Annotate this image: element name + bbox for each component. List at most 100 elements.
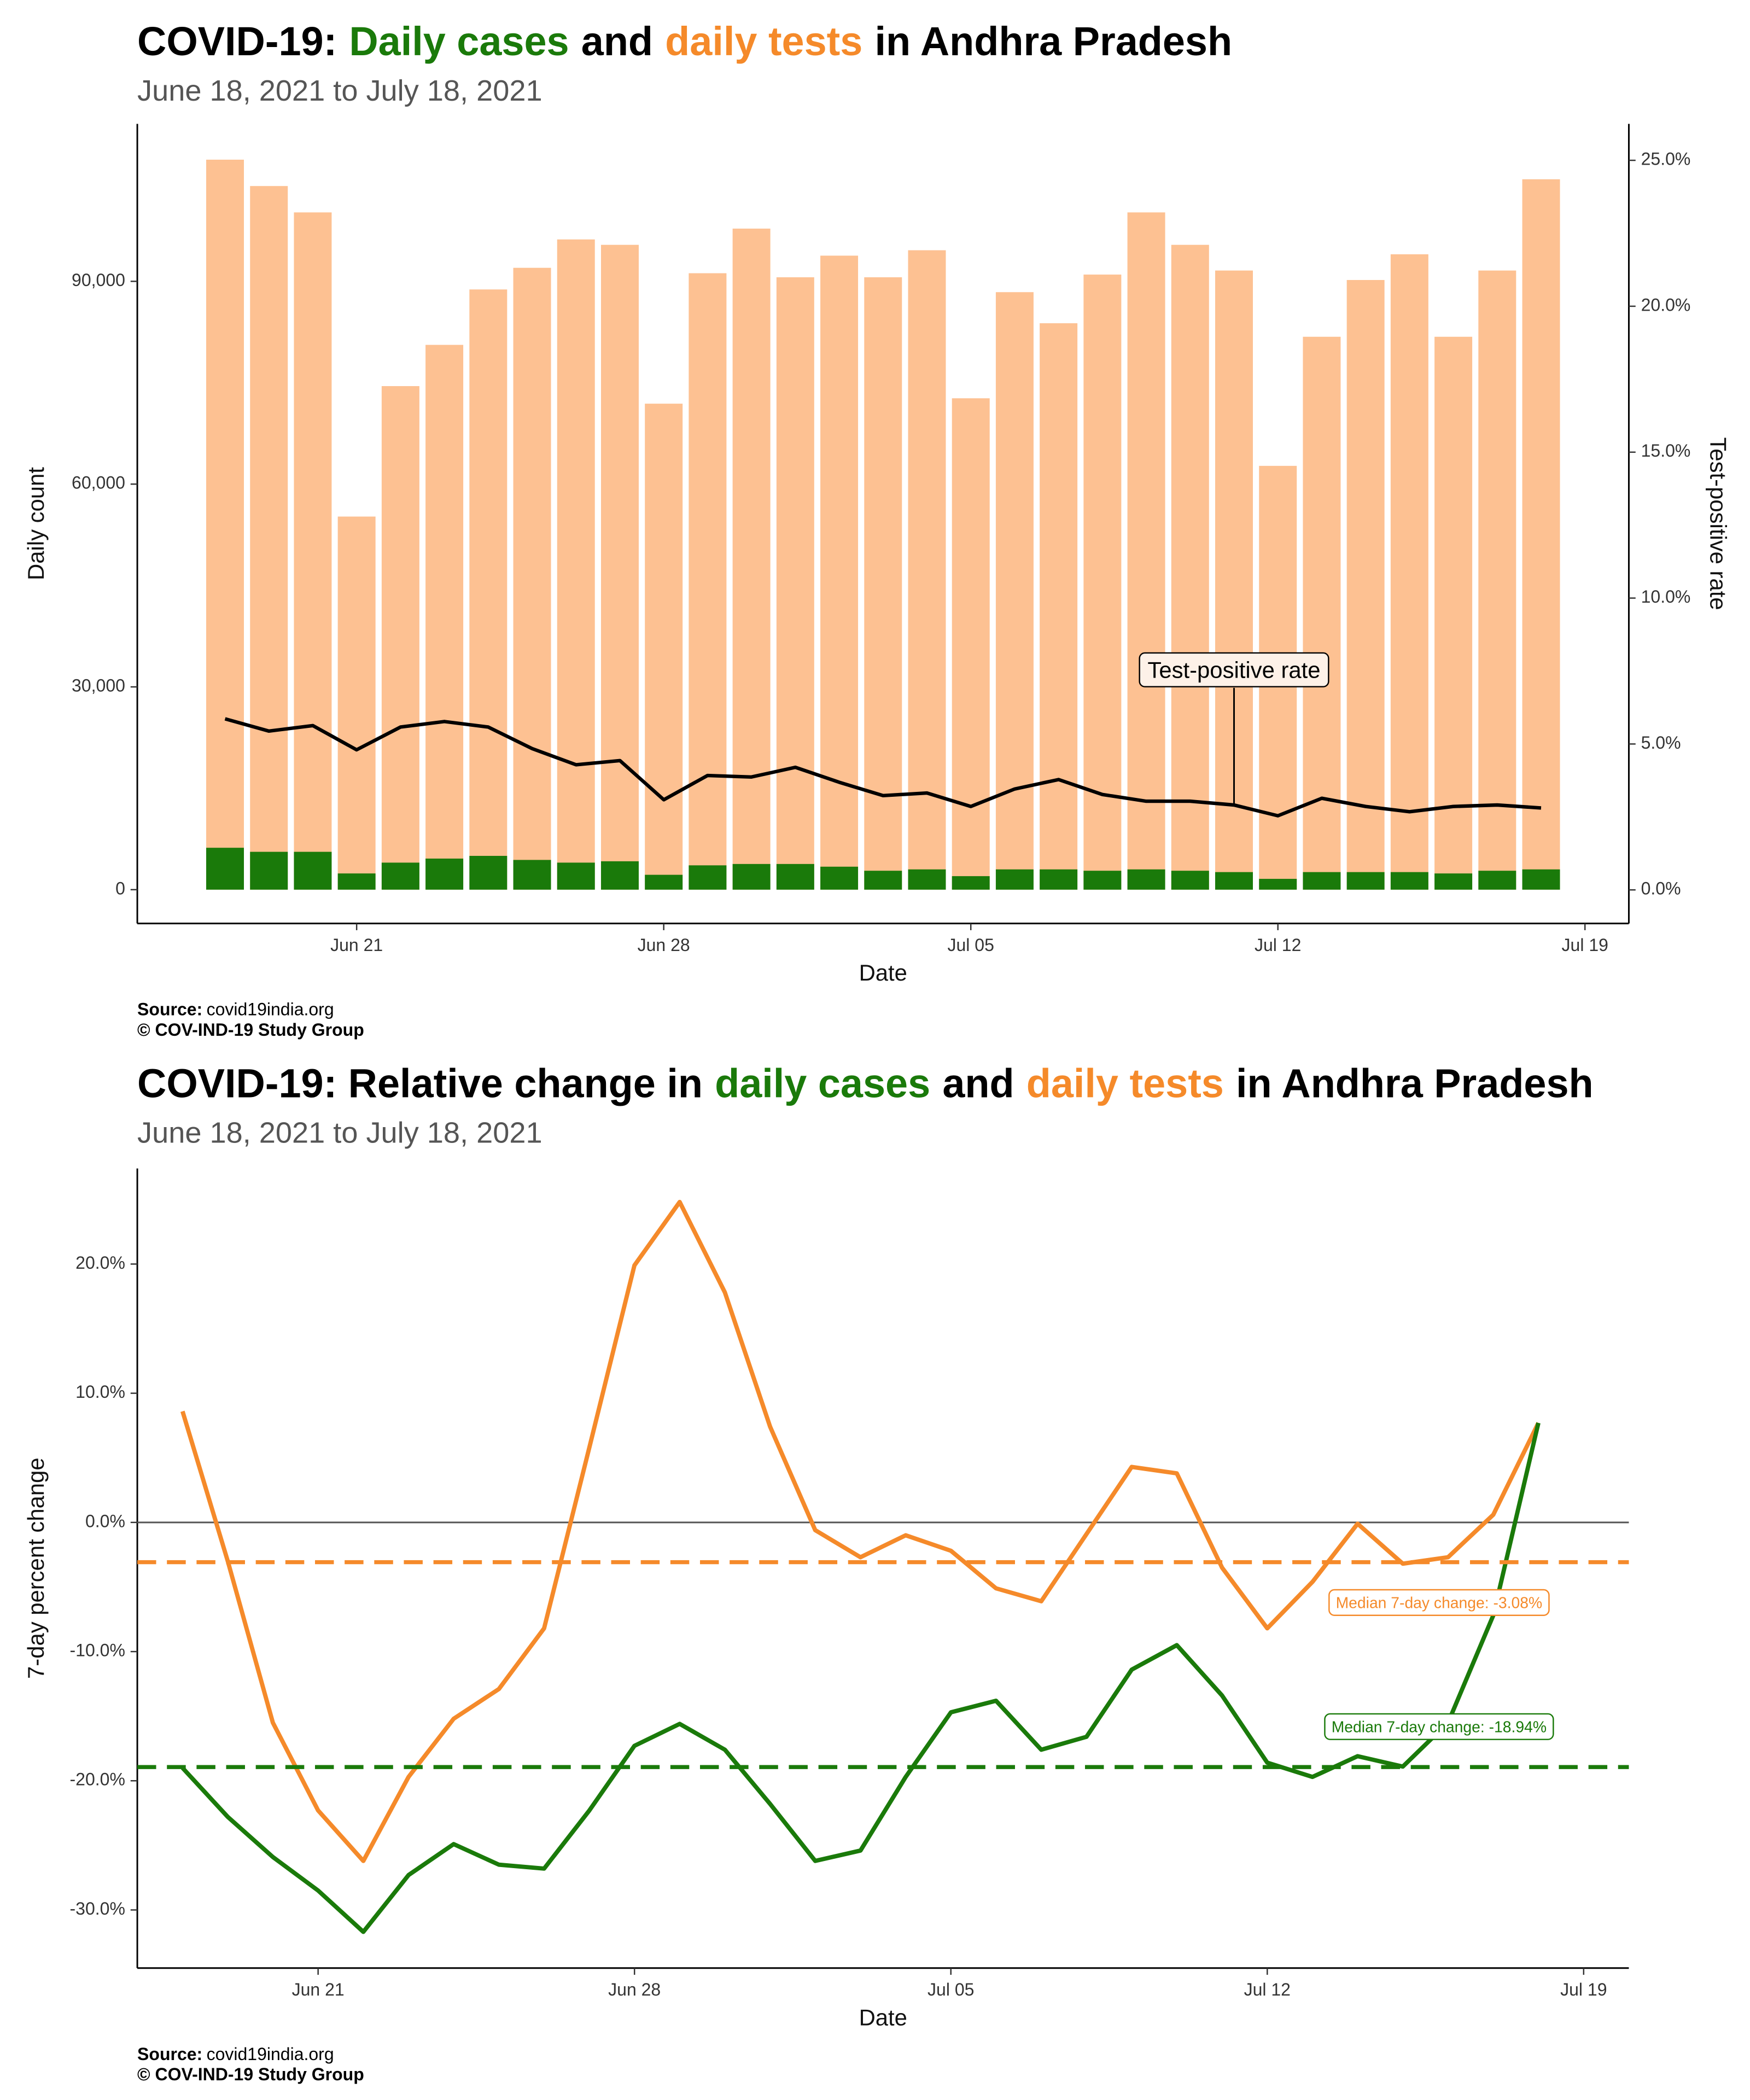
bar: [1346, 279, 1385, 890]
median-label: Median 7-day change: -3.08%: [1336, 1594, 1543, 1611]
series-line: [224, 717, 1542, 818]
copyright: © COV-IND-19 Study Group: [137, 2064, 364, 2084]
series-line: [180, 1199, 1541, 1863]
y-tick-label: 20.0%: [75, 1253, 125, 1273]
y-tick-label: -10.0%: [70, 1641, 125, 1660]
bar: [557, 239, 595, 890]
bar: [294, 212, 332, 890]
bar: [1215, 872, 1253, 890]
y2-tick-label: 15.0%: [1641, 441, 1691, 460]
x-tick-label: Jun 21: [330, 935, 383, 955]
bar: [206, 848, 244, 890]
y-tick-label: 0.0%: [85, 1511, 125, 1531]
bar: [645, 404, 683, 890]
x-tick-label: Jul 19: [1560, 1980, 1607, 1999]
bar: [776, 277, 814, 890]
bar: [469, 856, 508, 890]
annotation-label: Test-positive rate: [1147, 657, 1320, 682]
x-tick-label: Jul 05: [928, 1980, 974, 1999]
x-tick-label: Jul 19: [1562, 935, 1608, 955]
y2-tick-label: 10.0%: [1641, 587, 1691, 606]
source-text: covid19india.org: [207, 2044, 334, 2064]
source-line: Source: covid19india.org: [137, 1000, 334, 1019]
bar: [1478, 871, 1516, 890]
bar: [1522, 179, 1560, 890]
source-label: Source:: [137, 2044, 202, 2064]
y-tick-label: 30,000: [72, 675, 125, 695]
x-tick-label: Jun 28: [608, 1980, 661, 1999]
bar: [1390, 254, 1428, 890]
title-part: daily tests: [665, 19, 862, 64]
bar: [250, 186, 288, 890]
y-tick-label: 90,000: [72, 270, 125, 290]
y-axis-title: 7-day percent change: [23, 1457, 49, 1679]
bar: [337, 516, 376, 890]
bar: [995, 869, 1034, 890]
bar: [381, 862, 419, 890]
chart-title: COVID-19: Relative change in daily cases a…: [137, 1060, 1594, 1106]
bar: [381, 386, 419, 890]
chart-subtitle: June 18, 2021 to July 18, 2021: [137, 1116, 542, 1149]
bar: [1171, 244, 1209, 890]
y-tick-label: -30.0%: [70, 1899, 125, 1918]
chart: COVID-19: Relative change in daily cases a…: [23, 1060, 1629, 2084]
bar: [1259, 879, 1297, 890]
x-tick-label: Jul 12: [1244, 1980, 1291, 1999]
source-text: covid19india.org: [207, 1000, 334, 1019]
bar: [820, 866, 859, 890]
title-part: daily cases: [715, 1060, 930, 1106]
bar: [732, 229, 771, 890]
bar: [952, 876, 990, 890]
y2-axis-title: Test-positive rate: [1705, 437, 1731, 610]
bar: [952, 398, 990, 890]
bar: [864, 871, 902, 890]
title-part: COVID-19:: [137, 19, 337, 64]
y-tick-label: 10.0%: [75, 1382, 125, 1402]
x-tick-label: Jul 12: [1255, 935, 1301, 955]
title-part: daily tests: [1026, 1060, 1224, 1106]
bar: [1127, 212, 1165, 890]
bar: [513, 267, 551, 890]
bar: [1346, 872, 1385, 890]
y2-tick-label: 0.0%: [1641, 879, 1681, 899]
y-axis-title: Daily count: [23, 467, 49, 580]
bar: [294, 851, 332, 890]
bar: [645, 874, 683, 890]
bar: [1083, 275, 1122, 890]
bar: [864, 277, 902, 890]
chart-subtitle: June 18, 2021 to July 18, 2021: [137, 74, 542, 107]
bar: [600, 244, 639, 890]
y-tick-label: -20.0%: [70, 1770, 125, 1789]
x-tick-label: Jun 28: [638, 935, 690, 955]
x-tick-label: Jun 21: [292, 1980, 345, 1999]
bar: [250, 851, 288, 890]
x-tick-label: Jul 05: [948, 935, 994, 955]
bar: [513, 860, 551, 890]
bar: [206, 159, 244, 890]
y-tick-label: 60,000: [72, 473, 125, 493]
bar: [1522, 869, 1560, 890]
chart: COVID-19: Daily cases and daily tests in And…: [23, 19, 1731, 1040]
median-box: [1328, 1589, 1550, 1616]
x-axis-title: Date: [859, 2004, 907, 2030]
title-part: in Andhra Pradesh: [1236, 1060, 1594, 1106]
bar: [1303, 336, 1341, 890]
median-label: Median 7-day change: -18.94%: [1332, 1718, 1547, 1735]
bar: [1040, 869, 1078, 890]
source-line: Source: covid19india.org: [137, 2044, 334, 2064]
bar: [689, 273, 727, 890]
bar: [908, 869, 946, 890]
bar: [600, 861, 639, 890]
bar: [1127, 869, 1165, 890]
y2-tick-label: 20.0%: [1641, 295, 1691, 314]
bar: [732, 864, 771, 890]
title-part: Daily cases: [349, 19, 569, 64]
title-part: COVID-19: Relative change in: [137, 1060, 703, 1106]
bar: [689, 865, 727, 890]
bar: [425, 858, 464, 890]
y2-tick-label: 25.0%: [1641, 149, 1691, 169]
chart-title: COVID-19: Daily cases and daily tests in And…: [137, 19, 1232, 64]
bar: [1083, 871, 1122, 890]
bar: [776, 864, 814, 890]
